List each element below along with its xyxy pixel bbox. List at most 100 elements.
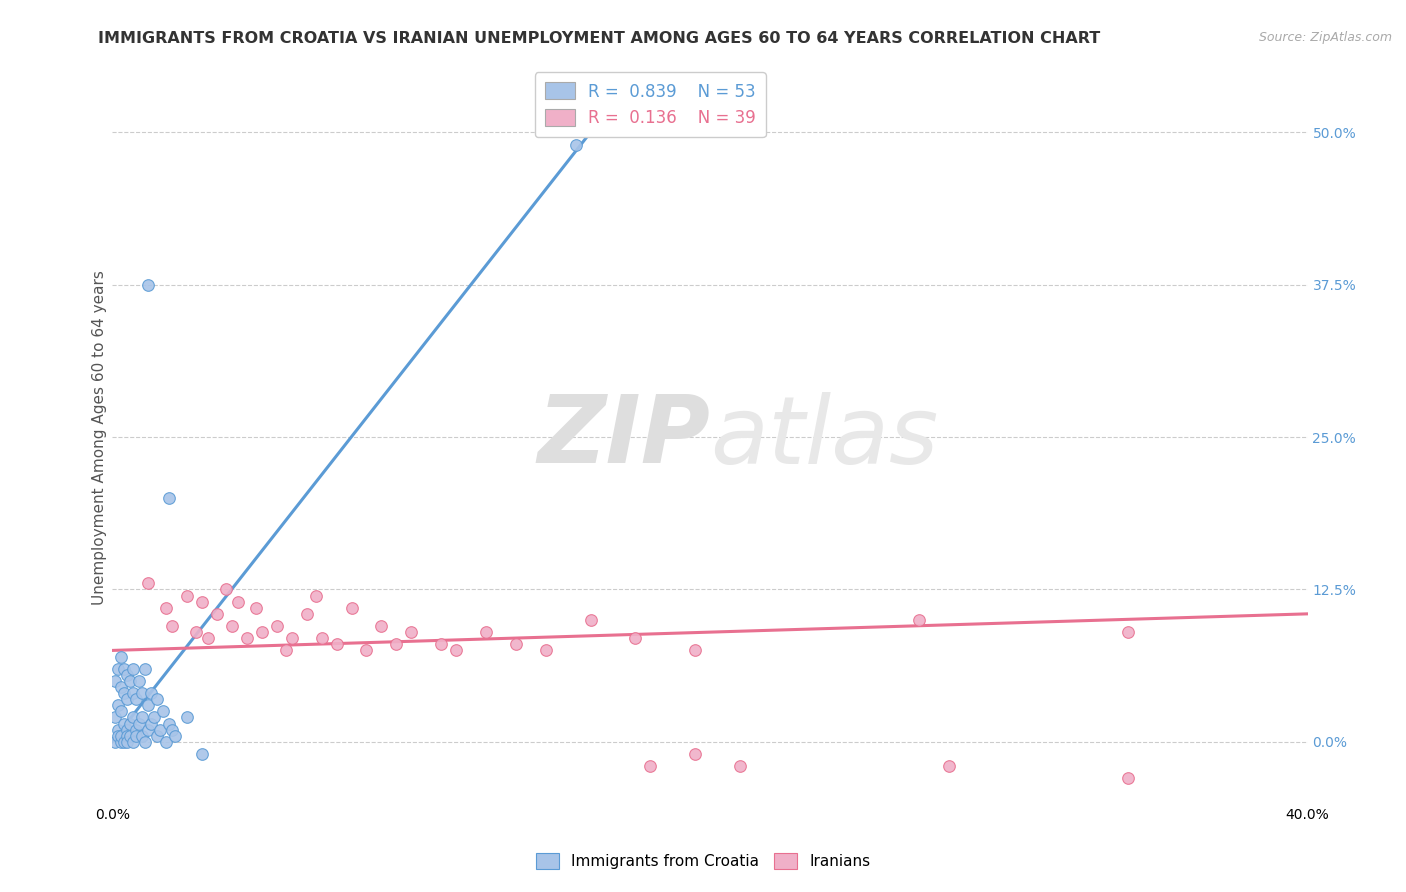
Text: atlas: atlas (710, 392, 938, 483)
Point (215, 582, 238, 597)
Point (683, 747, 706, 761)
Point (120, 673, 142, 688)
Point (176, 589, 198, 603)
Point (186, 625, 208, 640)
Point (138, 576, 160, 591)
Point (117, 723, 139, 737)
Point (236, 632, 259, 646)
Point (146, 692, 169, 706)
Point (149, 723, 172, 737)
Point (430, 637, 453, 651)
Point (117, 729, 139, 743)
Point (385, 637, 408, 651)
Point (155, 735, 177, 749)
Point (245, 600, 267, 615)
Point (114, 716, 135, 731)
Point (131, 729, 153, 743)
Point (141, 716, 163, 731)
Point (122, 662, 145, 676)
Point (250, 625, 273, 640)
Text: ZIP: ZIP (537, 391, 710, 483)
Point (143, 710, 166, 724)
Legend: R =  0.839    N = 53, R =  0.136    N = 39: R = 0.839 N = 53, R = 0.136 N = 39 (534, 72, 766, 137)
Point (534, 643, 557, 657)
Point (370, 619, 392, 633)
Point (274, 643, 297, 657)
Point (162, 723, 183, 737)
Point (640, 759, 662, 773)
Point (281, 632, 304, 646)
Point (117, 667, 139, 682)
Point (131, 686, 153, 700)
Point (110, 680, 132, 694)
Point (176, 710, 198, 724)
Point (266, 619, 288, 633)
Point (157, 716, 180, 731)
Legend: Immigrants from Croatia, Iranians: Immigrants from Croatia, Iranians (530, 847, 876, 875)
Point (221, 619, 243, 633)
Point (505, 637, 527, 651)
Point (107, 698, 129, 713)
Point (579, 613, 602, 627)
Point (104, 673, 127, 688)
Point (1118, 625, 1140, 640)
Point (138, 723, 160, 737)
Y-axis label: Unemployment Among Ages 60 to 64 years: Unemployment Among Ages 60 to 64 years (91, 269, 107, 605)
Point (122, 735, 145, 749)
Point (155, 600, 177, 615)
Point (125, 723, 148, 737)
Point (138, 277, 160, 292)
Point (107, 723, 129, 737)
Point (120, 729, 142, 743)
Point (683, 643, 706, 657)
Text: IMMIGRANTS FROM CROATIA VS IRANIAN UNEMPLOYMENT AMONG AGES 60 TO 64 YEARS CORREL: IMMIGRANTS FROM CROATIA VS IRANIAN UNEMP… (98, 31, 1101, 46)
Text: Source: ZipAtlas.com: Source: ZipAtlas.com (1258, 31, 1392, 45)
Point (624, 632, 647, 646)
Point (110, 735, 132, 749)
Point (728, 759, 751, 773)
Point (356, 643, 378, 657)
Point (325, 637, 347, 651)
Point (104, 735, 127, 749)
Point (125, 692, 148, 706)
Point (114, 735, 135, 749)
Point (117, 692, 139, 706)
Point (162, 619, 183, 633)
Point (110, 729, 132, 743)
Point (114, 686, 135, 700)
Point (444, 643, 467, 657)
Point (128, 716, 150, 731)
Point (117, 735, 139, 749)
Point (146, 729, 169, 743)
Point (122, 686, 145, 700)
Point (104, 710, 127, 724)
Point (1118, 772, 1140, 786)
Point (295, 607, 318, 621)
Point (938, 759, 960, 773)
Point (305, 589, 328, 603)
Point (107, 729, 129, 743)
Point (125, 729, 148, 743)
Point (157, 491, 180, 505)
Point (564, 137, 586, 152)
Point (120, 716, 142, 731)
Point (114, 662, 135, 676)
Point (475, 625, 498, 640)
Point (205, 607, 228, 621)
Point (141, 686, 163, 700)
Point (165, 729, 187, 743)
Point (138, 698, 160, 713)
Point (128, 673, 150, 688)
Point (401, 625, 423, 640)
Point (340, 600, 363, 615)
Point (122, 710, 145, 724)
Point (134, 662, 156, 676)
Point (152, 705, 174, 719)
Point (226, 594, 249, 608)
Point (191, 747, 214, 761)
Point (110, 649, 132, 664)
Point (311, 632, 333, 646)
Point (107, 662, 129, 676)
Point (191, 594, 214, 608)
Point (908, 613, 931, 627)
